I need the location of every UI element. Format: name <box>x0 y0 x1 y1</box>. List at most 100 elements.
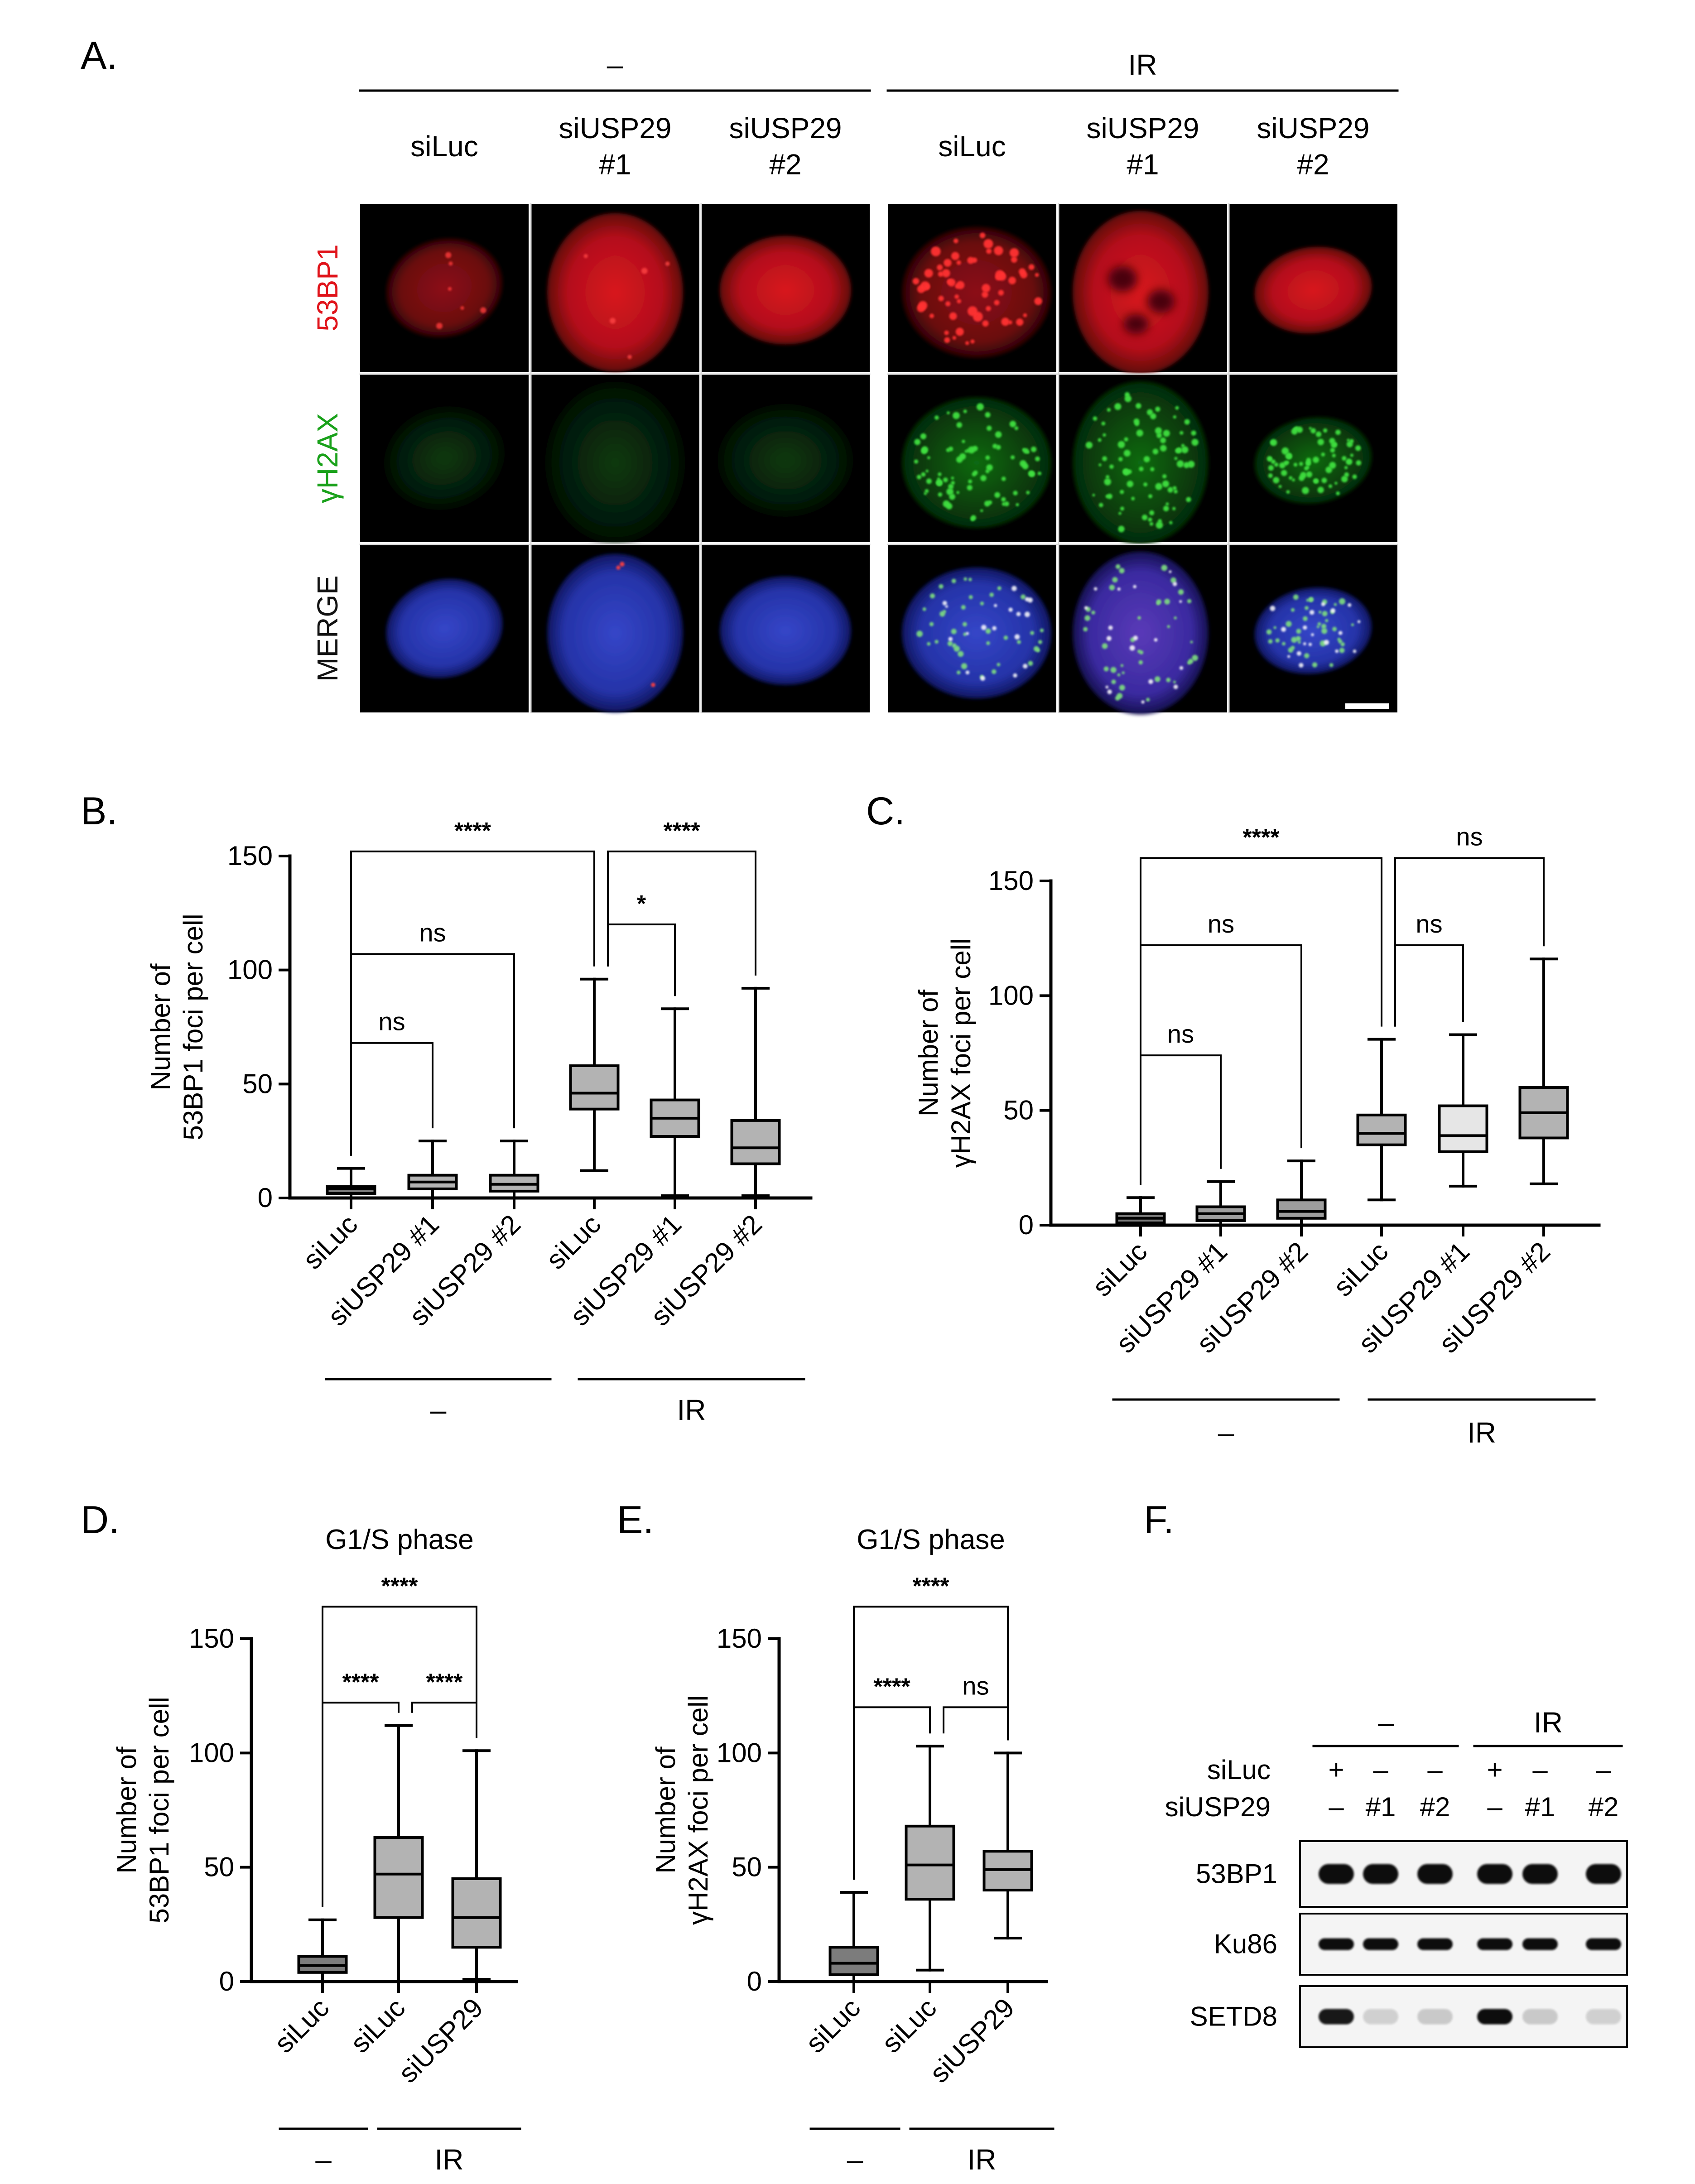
focus <box>1183 462 1189 468</box>
category-label: siLuc <box>269 1992 335 2059</box>
focus <box>1133 635 1138 640</box>
focus <box>1026 450 1030 454</box>
blot-frame <box>1299 1985 1628 2048</box>
focus <box>948 637 953 641</box>
focus <box>968 577 972 582</box>
focus <box>934 415 939 420</box>
focus <box>1279 462 1286 469</box>
focus <box>1001 476 1006 481</box>
focus <box>1186 497 1191 502</box>
focus <box>1014 426 1019 430</box>
nucleus <box>720 406 851 515</box>
focus <box>1160 445 1167 452</box>
focus <box>1163 505 1169 511</box>
focus <box>939 611 945 617</box>
focus <box>460 306 464 310</box>
focus <box>951 476 954 480</box>
focus <box>982 284 991 293</box>
focus <box>1172 486 1177 491</box>
focus <box>1325 467 1332 473</box>
focus <box>1152 448 1159 455</box>
focus <box>1162 474 1167 479</box>
band <box>1319 2009 1354 2025</box>
focus <box>980 475 987 481</box>
focus <box>951 578 956 583</box>
focus <box>665 261 670 266</box>
focus <box>1334 603 1337 606</box>
focus <box>1123 469 1130 476</box>
nucleus <box>386 238 503 338</box>
focus <box>948 484 954 490</box>
focus <box>1174 457 1178 460</box>
focus <box>1106 475 1110 479</box>
focus <box>1324 640 1329 645</box>
focus <box>1004 501 1009 506</box>
focus <box>1122 671 1125 674</box>
focus <box>1127 481 1134 487</box>
significance-label: * <box>637 891 646 917</box>
focus <box>956 456 963 463</box>
focus <box>1291 637 1297 643</box>
blot-frame <box>1299 1913 1628 1976</box>
focus <box>927 642 931 646</box>
focus <box>942 601 947 606</box>
focus <box>985 469 990 473</box>
focus <box>942 269 950 278</box>
focus <box>989 592 994 597</box>
focus <box>1321 452 1325 457</box>
focus <box>947 411 950 414</box>
focus <box>1335 649 1339 653</box>
focus <box>1030 446 1037 452</box>
focus <box>971 515 977 521</box>
focus <box>1155 483 1162 490</box>
focus <box>961 663 968 669</box>
band <box>1477 2009 1512 2025</box>
focus <box>1317 486 1324 493</box>
focus <box>980 601 984 606</box>
treatment-mark: – <box>1532 1755 1548 1785</box>
treatment-mark: – <box>1427 1755 1443 1785</box>
focus <box>1115 696 1120 701</box>
band <box>1522 1938 1558 1950</box>
focus <box>963 632 967 636</box>
focus <box>1021 594 1026 600</box>
box <box>569 1064 620 1111</box>
focus <box>1296 629 1301 634</box>
focus <box>1286 490 1290 494</box>
y-tick-label: 150 <box>717 1623 762 1654</box>
focus <box>1115 564 1121 569</box>
band <box>1319 1864 1354 1884</box>
focus <box>966 632 969 635</box>
focus <box>1317 438 1324 446</box>
focus <box>609 317 616 324</box>
y-tick-label: 150 <box>988 866 1034 896</box>
focus <box>956 281 965 289</box>
box <box>828 1946 879 1976</box>
focus <box>1117 441 1125 448</box>
focus <box>1170 577 1176 583</box>
y-axis-label: γH2AX foci per cell <box>683 1695 713 1925</box>
focus <box>914 459 919 464</box>
chart-c: C. 0 50 100 150 Number of γH2AX foci per cell s… <box>866 789 1601 1449</box>
focus <box>982 291 988 298</box>
focus <box>1103 666 1109 672</box>
focus <box>1278 485 1282 488</box>
focus <box>1266 629 1272 635</box>
focus <box>914 439 921 445</box>
focus <box>1342 456 1347 461</box>
focus <box>1303 616 1308 621</box>
category-label: siLuc <box>1328 1236 1394 1302</box>
panel-label: B. <box>81 789 117 833</box>
focus <box>1313 457 1319 463</box>
chart-d: D. G1/S phase 0 50 100 150 Number of 53BP1 foci… <box>81 1498 521 2176</box>
focus <box>927 456 930 459</box>
focus <box>1311 633 1314 636</box>
focus <box>956 260 961 265</box>
focus <box>1156 521 1163 529</box>
significance-label: **** <box>1243 824 1280 851</box>
focus <box>1011 586 1017 591</box>
column-label: #1 <box>599 148 631 181</box>
focus <box>1022 448 1026 452</box>
focus <box>1022 463 1029 470</box>
